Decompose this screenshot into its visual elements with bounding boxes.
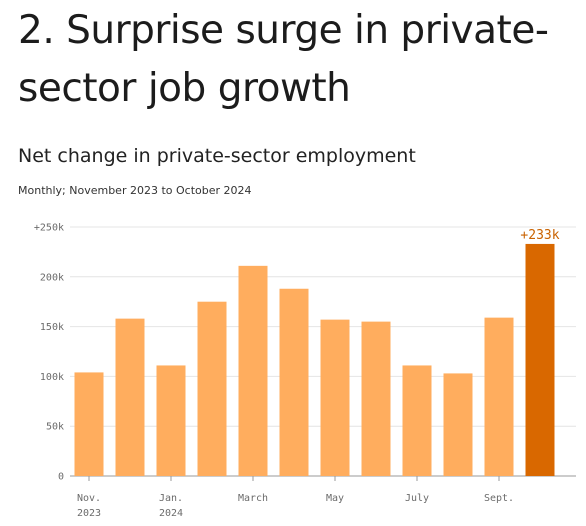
y-axis-labels: +250k 200k 150k 100k 50k 0 <box>34 223 64 483</box>
y-tick-label: 50k <box>46 422 64 433</box>
bar-highlight <box>525 243 555 476</box>
x-tick-label: May <box>326 493 344 504</box>
x-axis-labels: Nov. 2023 Jan. 2024 March May July Sept. <box>77 476 514 519</box>
y-tick-label: +250k <box>34 223 64 234</box>
bars <box>74 243 555 476</box>
y-tick-label: 0 <box>58 472 64 483</box>
chart-title: Net change in private-sector employment <box>18 145 416 167</box>
bar <box>402 365 432 476</box>
x-tick-label: July <box>405 493 429 504</box>
bar <box>74 372 104 476</box>
y-tick-label: 200k <box>40 272 64 283</box>
y-tick-label: 150k <box>40 322 64 333</box>
bar <box>443 373 473 476</box>
bar <box>279 288 309 476</box>
bar-chart: +250k 200k 150k 100k 50k 0 Nov. 2023 Jan. 2024 Ma… <box>34 223 576 519</box>
x-tick-label: Nov. 2023 <box>77 493 101 519</box>
bar <box>320 319 350 476</box>
highlight-value-label: +233k <box>520 228 559 243</box>
headline: 2. Surprise surge in private-sector job … <box>18 8 549 111</box>
x-tick-label: Jan. 2024 <box>159 493 183 519</box>
bar <box>197 301 227 476</box>
bar <box>361 321 391 476</box>
x-tick-label: March <box>238 493 268 504</box>
x-tick-label: Sept. <box>484 493 514 504</box>
y-tick-label: 100k <box>40 372 64 383</box>
bar <box>115 318 145 476</box>
callouts: +233k <box>520 228 559 243</box>
bar <box>484 317 514 476</box>
bar <box>156 365 186 476</box>
chart-subtitle: Monthly; November 2023 to October 2024 <box>18 184 252 197</box>
bar <box>238 265 268 476</box>
